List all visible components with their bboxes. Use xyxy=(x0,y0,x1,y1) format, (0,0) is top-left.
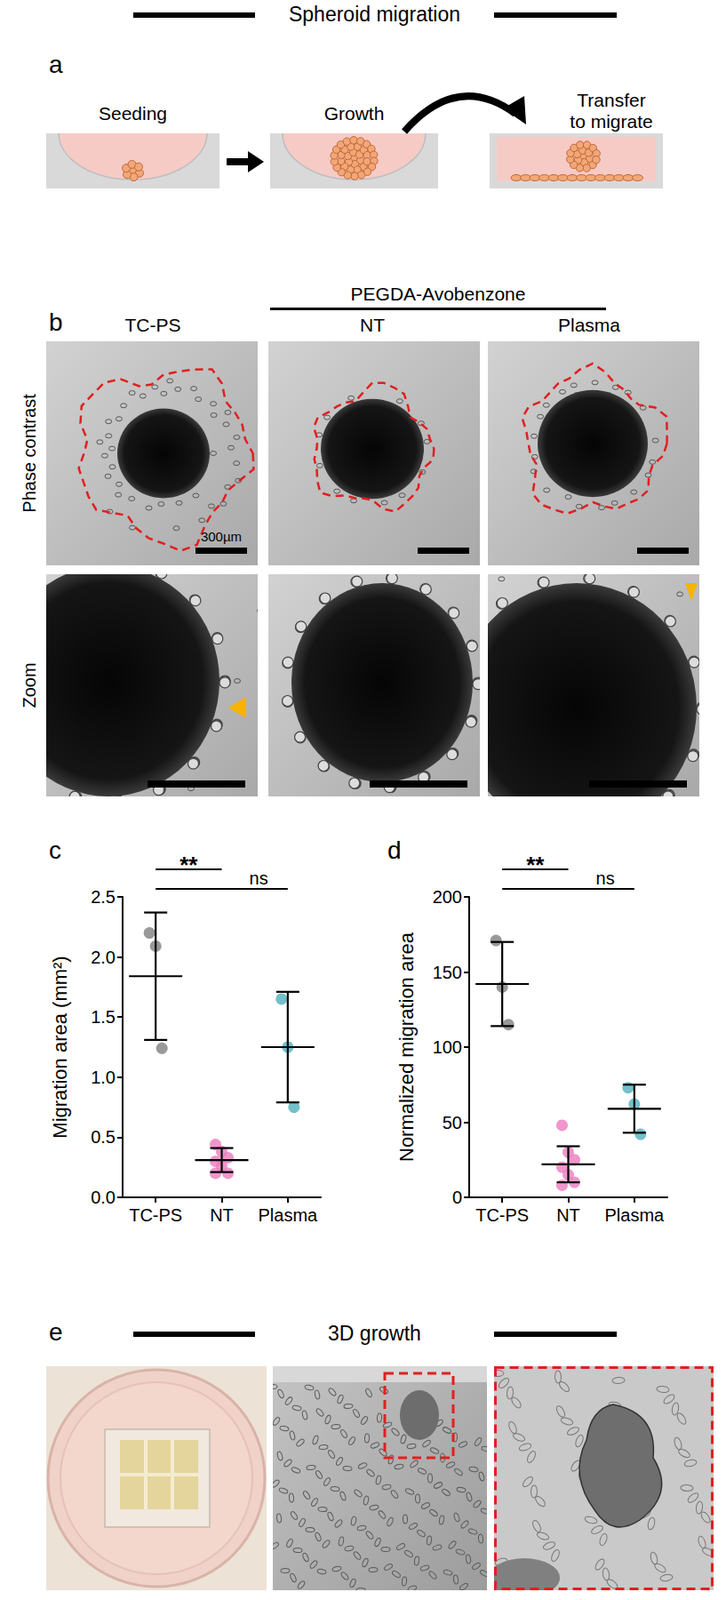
svg-text:150: 150 xyxy=(432,962,463,982)
svg-text:b: b xyxy=(48,308,64,336)
svg-text:TC-PS: TC-PS xyxy=(128,1204,183,1225)
svg-text:Plasma: Plasma xyxy=(257,1204,319,1225)
svg-text:Spheroid migration: Spheroid migration xyxy=(288,2,461,26)
svg-text:NT: NT xyxy=(359,314,385,336)
svg-text:0.0: 0.0 xyxy=(90,1187,116,1207)
svg-text:Phase contrast: Phase contrast xyxy=(19,393,40,513)
svg-text:300µm: 300µm xyxy=(200,528,242,544)
svg-text:Zoom: Zoom xyxy=(19,662,40,708)
svg-text:0: 0 xyxy=(452,1187,463,1207)
svg-text:2.5: 2.5 xyxy=(90,886,116,907)
svg-text:a: a xyxy=(48,50,64,79)
svg-text:c: c xyxy=(48,836,62,864)
svg-text:TC-PS: TC-PS xyxy=(125,314,182,336)
svg-text:**: ** xyxy=(179,851,199,878)
svg-text:NT: NT xyxy=(556,1204,581,1225)
svg-text:d: d xyxy=(387,836,402,864)
svg-text:Normalized migration area: Normalized migration area xyxy=(395,931,418,1162)
svg-text:PEGDA-Avobenzone: PEGDA-Avobenzone xyxy=(351,283,527,304)
svg-text:2.0: 2.0 xyxy=(90,947,116,967)
svg-text:50: 50 xyxy=(442,1112,463,1133)
svg-text:e: e xyxy=(48,1317,64,1346)
svg-text:TC-PS: TC-PS xyxy=(475,1204,529,1225)
svg-text:Seeding: Seeding xyxy=(98,103,168,124)
svg-text:**: ** xyxy=(526,851,545,878)
svg-text:200: 200 xyxy=(432,886,463,907)
svg-text:0.5: 0.5 xyxy=(90,1126,116,1147)
svg-text:Plasma: Plasma xyxy=(558,314,621,336)
svg-text:Growth: Growth xyxy=(324,103,385,124)
svg-text:ns: ns xyxy=(596,868,615,888)
svg-text:NT: NT xyxy=(209,1204,234,1225)
svg-text:ns: ns xyxy=(249,868,269,888)
svg-text:Migration area (mm²): Migration area (mm²) xyxy=(48,955,72,1138)
svg-text:1.0: 1.0 xyxy=(90,1067,116,1087)
svg-text:3D growth: 3D growth xyxy=(327,1321,422,1345)
svg-text:Plasma: Plasma xyxy=(604,1204,665,1225)
svg-text:1.5: 1.5 xyxy=(90,1006,116,1027)
svg-text:100: 100 xyxy=(432,1037,463,1057)
svg-text:Transfer: Transfer xyxy=(576,89,646,111)
svg-text:to migrate: to migrate xyxy=(569,111,653,132)
